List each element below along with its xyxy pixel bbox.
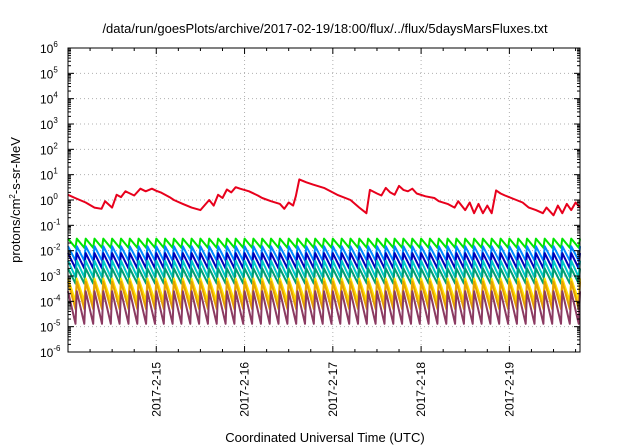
x-axis-label: Coordinated Universal Time (UTC) bbox=[225, 430, 424, 445]
x-tick-label: 2017-2-15 bbox=[149, 362, 163, 417]
y-axis-label: protons/cm2-s-sr-MeV bbox=[8, 137, 23, 263]
y-tick-exponent: -1 bbox=[53, 217, 61, 226]
y-axis-label-pre: protons/cm bbox=[8, 199, 23, 263]
y-tick-exponent: 2 bbox=[53, 141, 58, 150]
y-tick-exponent: 6 bbox=[53, 40, 58, 49]
y-tick-label: 10-3 bbox=[40, 268, 61, 284]
y-tick-exponent: 4 bbox=[53, 91, 58, 100]
y-tick-base: 10 bbox=[40, 143, 54, 157]
y-tick-base: 10 bbox=[40, 219, 54, 233]
y-tick-base: 10 bbox=[40, 194, 54, 208]
y-tick-base: 10 bbox=[40, 295, 54, 309]
y-tick-label: 101 bbox=[40, 167, 58, 183]
y-tick-base: 10 bbox=[40, 93, 54, 107]
x-tick-label: 2017-2-19 bbox=[502, 362, 516, 417]
y-tick-base: 10 bbox=[40, 118, 54, 132]
chart-title: /data/run/goesPlots/archive/2017-02-19/1… bbox=[102, 21, 548, 36]
y-tick-label: 104 bbox=[40, 91, 58, 107]
y-axis: 10-610-510-410-310-210-11001011021031041… bbox=[40, 40, 580, 360]
series-line-9 bbox=[67, 290, 581, 325]
x-axis: 2017-2-15 2017-2-16 2017-2-17 2017-2-18 2017… bbox=[89, 48, 577, 417]
y-tick-label: 103 bbox=[40, 116, 58, 132]
y-tick-base: 10 bbox=[40, 169, 54, 183]
y-tick-label: 100 bbox=[40, 192, 58, 208]
y-axis-label-post: -s-sr-MeV bbox=[8, 137, 23, 194]
y-tick-label: 10-1 bbox=[40, 217, 61, 233]
y-tick-label: 105 bbox=[40, 65, 58, 81]
y-tick-label: 102 bbox=[40, 141, 58, 157]
y-tick-base: 10 bbox=[40, 42, 54, 56]
y-tick-label: 106 bbox=[40, 40, 58, 56]
y-tick-exponent: 1 bbox=[53, 167, 58, 176]
y-tick-base: 10 bbox=[40, 67, 54, 81]
y-tick-exponent: 3 bbox=[53, 116, 58, 125]
x-tick-label: 2017-2-16 bbox=[238, 362, 252, 417]
series-line-2 bbox=[67, 237, 581, 249]
y-tick-exponent: -3 bbox=[53, 268, 61, 277]
plot-area bbox=[67, 47, 581, 353]
x-tick-label: 2017-2-18 bbox=[414, 362, 428, 417]
y-tick-base: 10 bbox=[40, 321, 54, 335]
y-tick-label: 10-2 bbox=[40, 243, 61, 259]
y-tick-exponent: -2 bbox=[53, 243, 61, 252]
y-tick-exponent: -6 bbox=[53, 344, 61, 353]
y-tick-label: 10-4 bbox=[40, 293, 61, 309]
y-tick-exponent: -4 bbox=[53, 293, 61, 302]
y-axis-label-sup: 2 bbox=[8, 194, 17, 199]
y-tick-base: 10 bbox=[40, 346, 54, 360]
y-tick-label: 10-6 bbox=[40, 344, 61, 360]
series-line-1 bbox=[67, 178, 581, 217]
x-tick-label: 2017-2-17 bbox=[326, 362, 340, 417]
y-tick-exponent: 5 bbox=[53, 65, 58, 74]
y-tick-base: 10 bbox=[40, 270, 54, 284]
y-tick-base: 10 bbox=[40, 245, 54, 259]
y-tick-exponent: 0 bbox=[53, 192, 58, 201]
y-tick-label: 10-5 bbox=[40, 319, 61, 335]
y-tick-exponent: -5 bbox=[53, 319, 61, 328]
